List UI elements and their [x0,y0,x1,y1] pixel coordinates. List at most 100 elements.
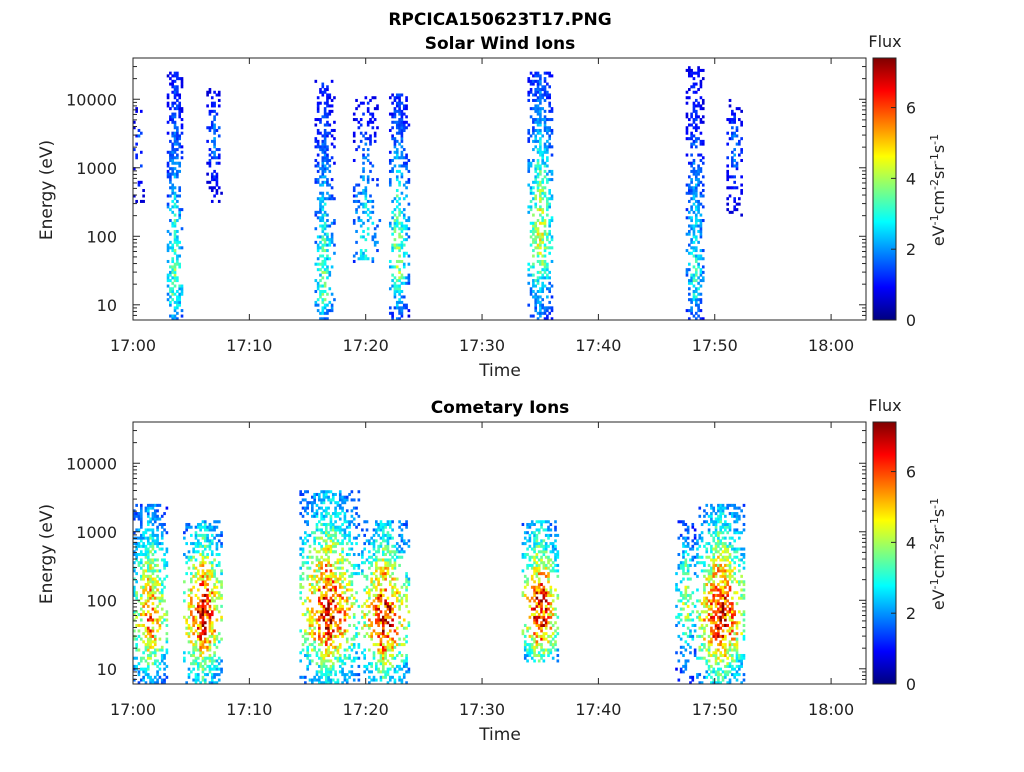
heatmap-cell [213,526,216,529]
heatmap-cell [332,594,335,597]
heatmap-cell [403,121,406,124]
heatmap-cell [323,515,326,518]
heatmap-cell [690,113,693,116]
heatmap-cell [382,635,385,638]
heatmap-cell [156,539,159,542]
heatmap-cell [195,673,198,676]
heatmap-cell [171,184,174,187]
heatmap-cell [206,594,209,597]
heatmap-cell [140,518,143,521]
heatmap-cell [391,556,394,559]
heatmap-cell [353,118,356,121]
heatmap-cell [216,526,219,529]
heatmap-cell [195,659,198,662]
heatmap-cell [140,575,143,578]
heatmap-cell [339,493,342,496]
heatmap-cell [142,610,145,613]
heatmap-cell [698,545,701,548]
heatmap-cell [156,564,159,567]
heatmap-cell [327,580,330,583]
heatmap-cell [178,113,181,116]
heatmap-cell [401,602,404,605]
heatmap-cell [546,235,549,238]
heatmap-cell [541,260,544,263]
heatmap-cell [688,69,691,72]
heatmap-cell [539,164,542,167]
heatmap-cell [178,164,181,167]
heatmap-cell [218,610,221,613]
heatmap-cell [325,668,328,671]
heatmap-cell [206,583,209,586]
heatmap-cell [543,594,546,597]
heatmap-cell [534,238,537,241]
heatmap-cell [321,260,324,263]
heatmap-cell [154,520,157,523]
heatmap-cell [317,162,320,165]
heatmap-cell [686,216,689,219]
heatmap-cell [302,635,305,638]
heatmap-cell [216,619,219,622]
heatmap-cell [540,638,543,641]
heatmap-cell [545,610,548,613]
heatmap-cell [320,662,323,665]
heatmap-cell [377,649,380,652]
heatmap-cell [375,558,378,561]
heatmap-cell [178,304,181,307]
heatmap-cell [321,246,324,249]
heatmap-cell [199,578,202,581]
heatmap-cell [334,575,337,578]
heatmap-cell [337,635,340,638]
heatmap-cell [320,640,323,643]
heatmap-cell [147,515,150,518]
heatmap-cell [149,643,152,646]
heatmap-cell [299,597,302,600]
heatmap-cell [408,539,411,542]
heatmap-cell [530,293,533,296]
heatmap-cell [551,246,554,249]
heatmap-cell [687,643,690,646]
heatmap-cell [702,265,705,268]
heatmap-cell [163,619,166,622]
heatmap-cell [367,124,370,127]
heatmap-cell [700,104,703,107]
heatmap-cell [355,230,358,233]
heatmap-cell [326,121,329,124]
heatmap-cell [140,561,143,564]
heatmap-cell [135,643,138,646]
heatmap-cell [362,154,365,157]
heatmap-cell [321,306,324,309]
heatmap-cell [398,121,401,124]
heatmap-cell [539,189,542,192]
heatmap-cell [731,121,734,124]
heatmap-cell [344,654,347,657]
heatmap-cell [213,572,216,575]
heatmap-cell [149,638,152,641]
heatmap-cell [218,104,221,107]
heatmap-cell [145,583,148,586]
heatmap-cell [199,583,202,586]
heatmap-cell [334,673,337,676]
heatmap-cell [339,643,342,646]
heatmap-cell [554,520,557,523]
heatmap-cell [142,531,145,534]
x-tick-label: 18:00 [808,336,854,355]
heatmap-cell [209,129,212,132]
heatmap-cell [548,203,551,206]
heatmap-cell [534,301,537,304]
heatmap-cell [550,613,553,616]
heatmap-cell [192,575,195,578]
heatmap-cell [218,186,221,189]
heatmap-cell [211,632,214,635]
heatmap-cell [334,586,337,589]
y-axis-label: Energy (eV) [37,140,57,240]
heatmap-cell [375,619,378,622]
heatmap-cell [344,629,347,632]
panel-title: Cometary Ions [431,398,570,418]
heatmap-cell [320,567,323,570]
heatmap-cell [370,556,373,559]
heatmap-cell [696,599,699,602]
heatmap-cell [394,230,397,233]
heatmap-cell [403,208,406,211]
heatmap-cell [375,569,378,572]
heatmap-cell [209,657,212,660]
